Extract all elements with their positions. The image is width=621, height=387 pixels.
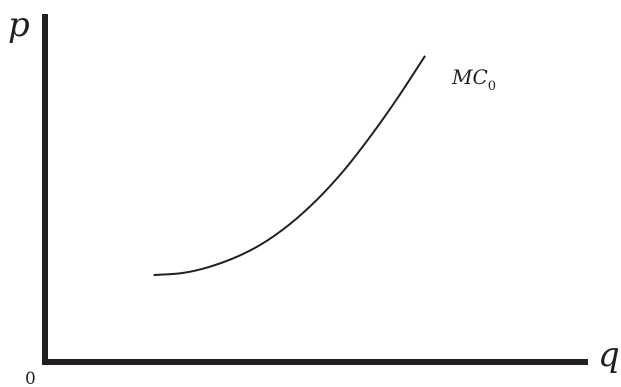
mc-curve-line	[153, 55, 426, 276]
series-label-mc: MC0	[451, 65, 496, 94]
series-label-mc-name: MC	[451, 65, 488, 89]
origin-label: 0	[25, 369, 36, 387]
x-axis-label: q	[598, 335, 620, 375]
series-label-mc-subscript: 0	[488, 79, 496, 94]
y-axis-label: p	[8, 5, 30, 45]
